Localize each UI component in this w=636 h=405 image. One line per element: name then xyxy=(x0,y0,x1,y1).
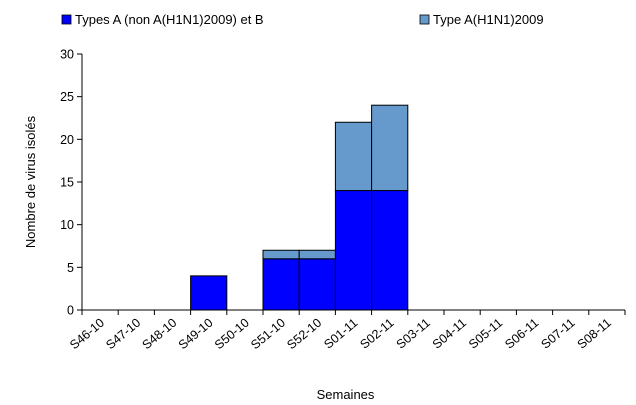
y-tick-label: 15 xyxy=(60,176,74,190)
x-tick-label: S46-10 xyxy=(67,316,107,353)
x-tick-label: S47-10 xyxy=(103,316,143,353)
legend-label: Type A(H1N1)2009 xyxy=(433,12,544,27)
y-tick-label: 5 xyxy=(67,261,74,275)
bar xyxy=(298,258,336,311)
x-tick-label: S48-10 xyxy=(140,316,180,353)
x-tick-label: S08-11 xyxy=(575,316,614,352)
legend-swatch xyxy=(61,14,72,25)
legend: Types A (non A(H1N1)2009) et B Type A(H1N… xyxy=(61,12,544,27)
x-tick-label: S01-11 xyxy=(321,316,360,352)
x-tick-label: S04-11 xyxy=(430,316,469,352)
y-tick-label: 20 xyxy=(60,133,74,147)
y-tick-label: 0 xyxy=(67,304,74,318)
x-tick-label: S02-11 xyxy=(357,316,396,352)
x-tick-label: S51-10 xyxy=(248,316,288,353)
bars xyxy=(190,104,409,311)
x-tick-label: S52-10 xyxy=(284,316,324,353)
axes xyxy=(81,54,625,311)
x-tick-label: S03-11 xyxy=(394,316,433,352)
bar xyxy=(334,121,373,192)
bar xyxy=(371,190,409,311)
bar xyxy=(262,249,300,260)
bar xyxy=(298,249,336,260)
bar xyxy=(334,190,373,311)
bar xyxy=(262,258,300,311)
y-tick-label: 25 xyxy=(60,90,74,104)
y-axis-title: Nombre de virus isolés xyxy=(23,115,38,248)
y-axis-ticks: 0 5 10 15 20 25 30 xyxy=(60,48,82,318)
bar xyxy=(371,104,409,192)
legend-swatch xyxy=(419,14,430,25)
x-tick-label: S07-11 xyxy=(538,316,577,352)
y-tick-label: 10 xyxy=(60,218,74,232)
y-tick-label: 30 xyxy=(60,48,74,62)
x-axis-title: Semaines xyxy=(317,387,375,402)
x-tick-label: S05-11 xyxy=(466,316,505,352)
x-tick-label: S06-11 xyxy=(502,316,541,352)
x-axis-ticks: S46-10S47-10S48-10S49-10S50-10S51-10S52-… xyxy=(67,310,626,353)
legend-label: Types A (non A(H1N1)2009) et B xyxy=(75,12,264,27)
bar xyxy=(190,275,228,311)
x-tick-label: S50-10 xyxy=(212,316,252,353)
x-tick-label: S49-10 xyxy=(176,316,216,353)
